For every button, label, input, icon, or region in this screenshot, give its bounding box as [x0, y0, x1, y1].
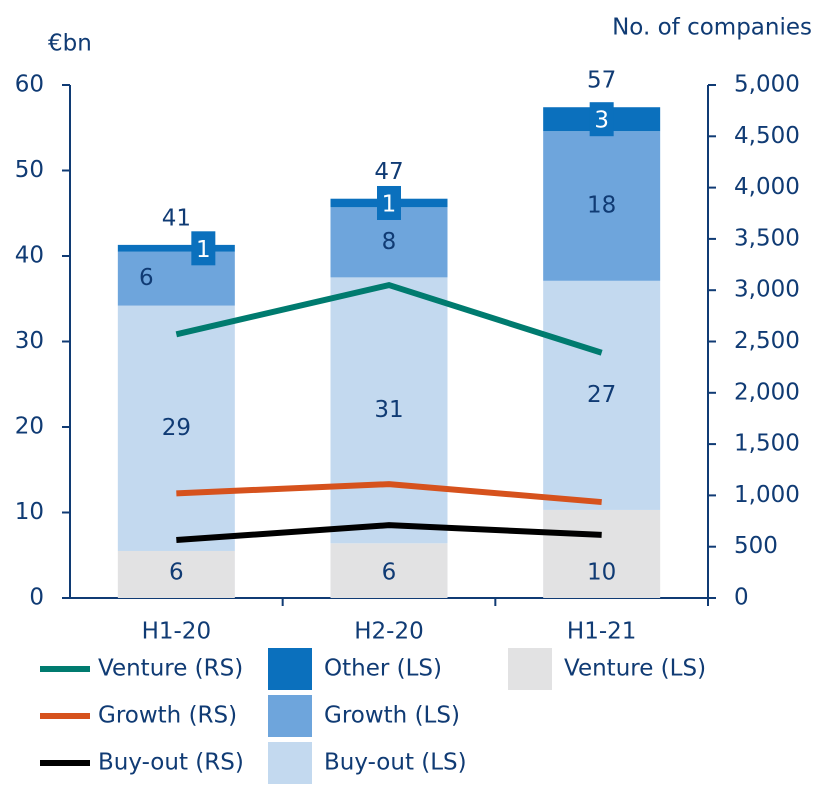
bar-segment	[543, 509, 661, 598]
y-axis-label: €bn	[48, 31, 92, 57]
legend-label: Buy-out (RS)	[98, 750, 244, 776]
bar-segment	[330, 543, 448, 598]
label-box	[191, 231, 216, 266]
y2-tick-label: 5,000	[734, 72, 800, 98]
legend-swatch	[268, 742, 312, 784]
legend-swatch	[268, 695, 312, 737]
y2-tick-label: 3,500	[734, 225, 800, 251]
y-tick-label: 0	[29, 585, 44, 611]
data-label: 27	[587, 382, 616, 408]
y2-tick-label: 0	[734, 585, 749, 611]
data-label: 3	[594, 108, 609, 134]
line-series	[176, 522, 602, 544]
total-label: 41	[162, 205, 191, 231]
bar-segment	[117, 251, 235, 306]
total-label: 47	[374, 159, 403, 185]
data-label: 6	[382, 560, 397, 586]
y-tick-label: 10	[15, 499, 44, 525]
y2-tick-label: 3,000	[734, 277, 800, 303]
bar-segment	[117, 244, 235, 252]
legend-label: Buy-out (LS)	[324, 750, 467, 776]
y2-tick-label: 2,500	[734, 328, 800, 354]
bar-segment	[330, 277, 448, 544]
legend-label: Growth (LS)	[324, 703, 460, 729]
bar-segment	[543, 280, 661, 510]
data-label: 1	[382, 191, 397, 217]
data-label: 1	[196, 237, 211, 263]
y2-tick-label: 1,500	[734, 431, 800, 457]
y2-tick-label: 4,000	[734, 174, 800, 200]
legend-label: Other (LS)	[324, 656, 442, 682]
legend-label: Venture (LS)	[564, 656, 706, 682]
bar-segment	[117, 550, 235, 598]
legend-swatch	[268, 648, 312, 690]
legend-swatch	[508, 648, 552, 690]
y-tick-label: 20	[15, 414, 44, 440]
bar-segment	[543, 131, 661, 281]
legend-label: Growth (RS)	[98, 703, 237, 729]
y2-tick-label: 2,000	[734, 379, 800, 405]
data-label: 29	[162, 415, 191, 441]
y2-axis-label: No. of companies	[612, 15, 812, 41]
x-tick-label: H1-21	[567, 619, 637, 645]
line-series	[176, 481, 602, 506]
y2-tick-label: 1,000	[734, 482, 800, 508]
data-label: 8	[382, 229, 397, 255]
y-tick-label: 50	[15, 157, 44, 183]
data-label: 18	[587, 192, 616, 218]
data-label: 6	[169, 560, 184, 586]
x-tick-label: H1-20	[142, 619, 212, 645]
label-box	[377, 185, 401, 220]
legend-label: Venture (RS)	[98, 656, 243, 682]
total-label: 57	[587, 68, 616, 94]
data-label: 6	[139, 265, 154, 291]
y-tick-label: 30	[15, 328, 44, 354]
bar-segment	[117, 305, 235, 551]
label-box	[589, 102, 614, 137]
data-label: 10	[587, 560, 616, 586]
y2-tick-label: 500	[734, 533, 778, 559]
y-tick-label: 40	[15, 243, 44, 269]
data-label: 31	[374, 397, 403, 423]
y-tick-label: 60	[15, 72, 44, 98]
y2-tick-label: 4,500	[734, 123, 800, 149]
line-series	[175, 281, 603, 356]
x-tick-label: H2-20	[354, 619, 424, 645]
